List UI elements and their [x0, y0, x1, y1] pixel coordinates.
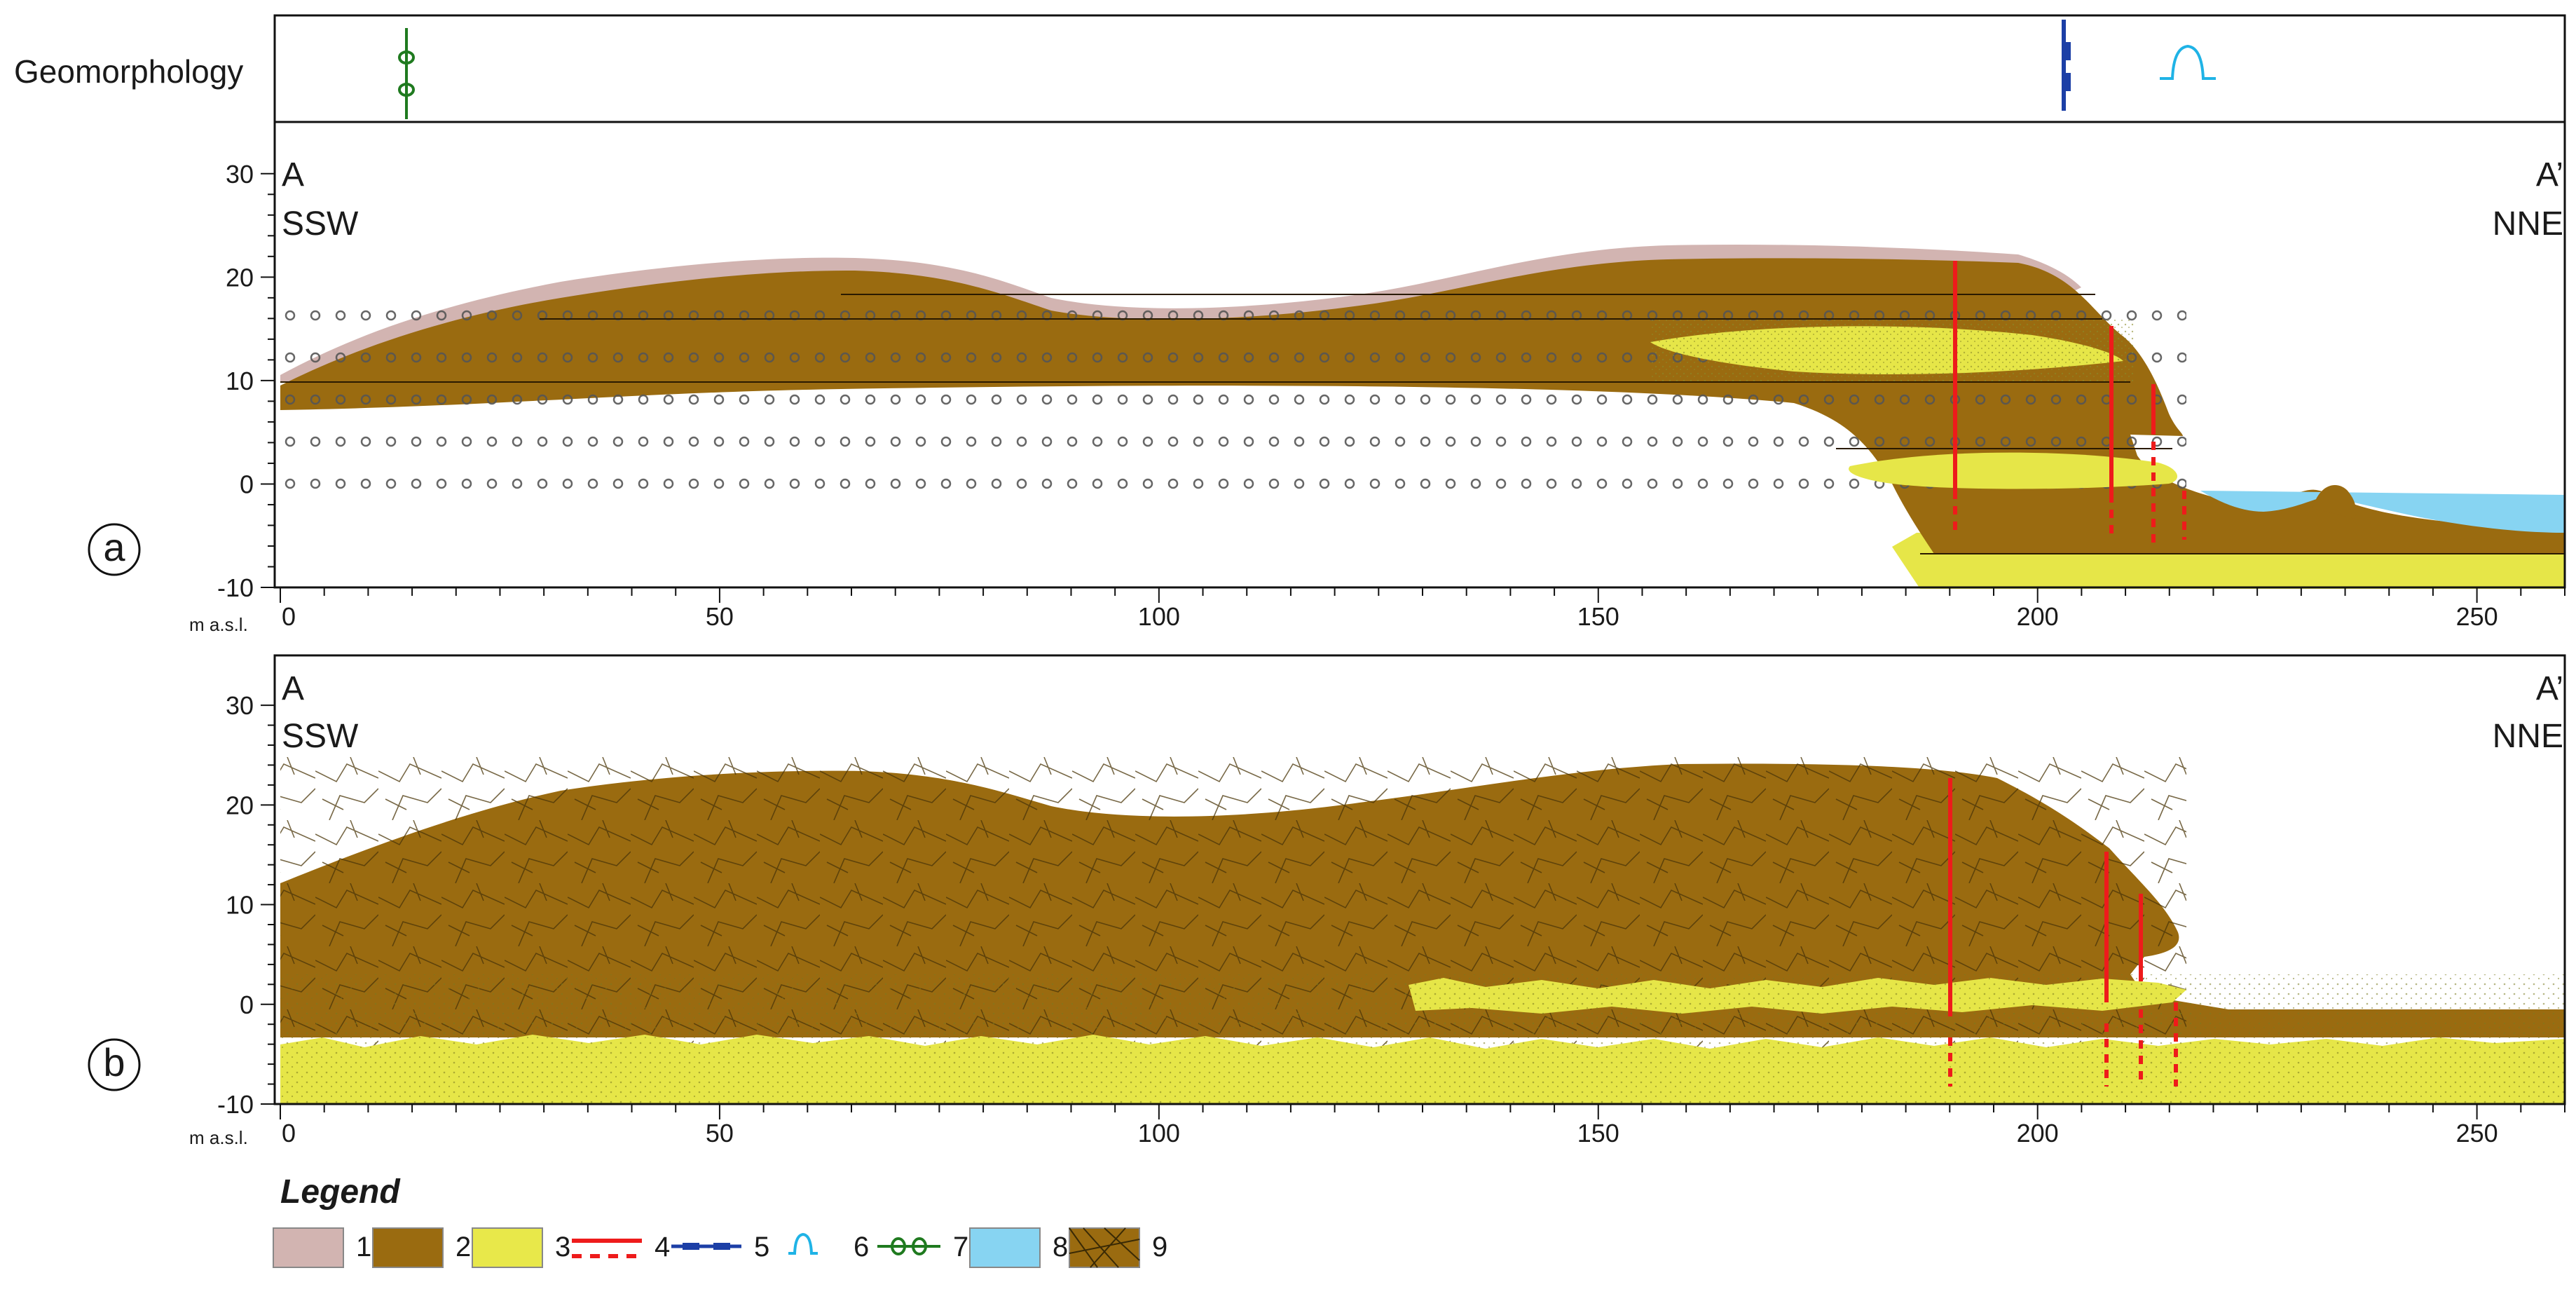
legend-item-number: 4 [655, 1232, 670, 1262]
line-red-solid-dashed-icon [572, 1239, 642, 1258]
y-tick-label: -10 [217, 573, 254, 602]
red-boreholes-panel-b [1948, 778, 2178, 1087]
y-tick-label: 10 [226, 891, 254, 920]
geomorphology-label: Geomorphology [14, 53, 243, 90]
red-boreholes-panel-a [1953, 261, 2186, 547]
y-tick-label: 10 [226, 367, 254, 395]
legend-item-number: 5 [754, 1232, 769, 1262]
legend-item: 9 [1069, 1227, 1167, 1268]
panel-b-label-a-top: A [282, 670, 304, 707]
legend-item-number: 9 [1152, 1232, 1167, 1262]
legend-title: Legend [280, 1173, 401, 1211]
panel-b-y-axis: 30 20 10 0 -10 [217, 655, 276, 1119]
levee-bump [2313, 485, 2356, 519]
panel-a-units-label: m a.s.l. [189, 614, 248, 635]
legend-item: 1 [273, 1227, 371, 1268]
green-loops-symbol-icon [398, 28, 415, 119]
panel-a-y-axis: 30 20 10 0 -10 [217, 122, 276, 602]
panel-b-units-label: m a.s.l. [189, 1127, 248, 1148]
legend-item: 8 [969, 1227, 1068, 1268]
legend-item-number: 2 [455, 1232, 471, 1262]
x-tick-label: 50 [706, 1119, 734, 1147]
y-tick-label: 0 [240, 470, 254, 498]
legend-item-number: 7 [953, 1232, 968, 1262]
swatch-water-icon [969, 1227, 1041, 1268]
x-tick-label: 0 [282, 602, 296, 631]
symbol-cyan-bump-icon [788, 1232, 818, 1255]
panel-b-label-a-prime-top: A’ [2536, 670, 2563, 707]
y-tick-label: -10 [217, 1090, 254, 1119]
legend: Legend 1 2 3 4 5 6 7 8 9 [273, 1173, 1167, 1268]
y-tick-label: 20 [226, 263, 254, 292]
y-tick-label: 0 [240, 990, 254, 1019]
x-tick-label: 150 [1577, 602, 1619, 631]
legend-item-number: 6 [854, 1232, 869, 1262]
panel-a-label-a-prime-top: A’ [2536, 156, 2563, 193]
x-tick-label: 50 [706, 602, 734, 631]
x-tick-label: 250 [2456, 1119, 2498, 1147]
y-tick-label: 20 [226, 791, 254, 819]
panel-a-identifier: a [103, 525, 125, 569]
panel-a-identifier-circle [88, 523, 141, 576]
swatch-unit-2-icon [372, 1227, 444, 1268]
panel-b-x-axis: 0 50 100 150 200 250 [280, 1104, 2565, 1147]
stratigraphic-boundaries [280, 294, 2565, 554]
legend-item: 2 [372, 1227, 471, 1268]
legend-item-number: 1 [356, 1232, 371, 1262]
unit-3-sand-lens-lower [1849, 452, 2177, 489]
geomorphology-frame [273, 14, 2566, 123]
panel-a-x-axis: 0 50 100 150 200 250 [280, 587, 2565, 631]
y-tick-label: 30 [226, 691, 254, 720]
legend-item: 4 [572, 1232, 670, 1262]
blue-scarp-symbol-icon [2062, 20, 2071, 111]
panel-b-identifier-circle [88, 1038, 141, 1091]
unit-8-water-body [2200, 491, 2565, 533]
geomorphology-strip: Geomorphology [14, 14, 2566, 123]
panel-b-label-a-prime-bottom: NNE [2493, 718, 2563, 755]
panel-a-label-a-bottom: SSW [282, 205, 359, 243]
x-tick-label: 100 [1138, 1119, 1180, 1147]
line-blue-scarp-icon [671, 1243, 741, 1250]
legend-item: 5 [671, 1232, 769, 1262]
swatch-textured-brown-icon [1069, 1227, 1140, 1268]
panel-a-label-a-prime-bottom: NNE [2493, 205, 2563, 243]
legend-items: 1 2 3 4 5 6 7 8 9 [273, 1227, 1167, 1268]
cyan-bump-symbol-icon [2160, 44, 2216, 80]
legend-item: 6 [788, 1232, 869, 1262]
panel-b-identifier: b [103, 1040, 125, 1084]
panel-a-label-a-top: A [282, 156, 304, 193]
swatch-unit-3-icon [472, 1227, 543, 1268]
x-tick-label: 0 [282, 1119, 296, 1147]
x-tick-label: 200 [2017, 602, 2059, 631]
x-tick-label: 200 [2017, 1119, 2059, 1147]
x-tick-label: 100 [1138, 602, 1180, 631]
symbol-green-loops-icon [877, 1237, 940, 1255]
legend-item: 7 [877, 1232, 968, 1262]
x-tick-label: 250 [2456, 602, 2498, 631]
legend-item: 3 [472, 1227, 570, 1268]
panel-b-label-a-bottom: SSW [282, 718, 359, 755]
x-tick-label: 150 [1577, 1119, 1619, 1147]
legend-item-number: 8 [1053, 1232, 1068, 1262]
y-tick-label: 30 [226, 160, 254, 189]
swatch-unit-1-icon [273, 1227, 344, 1268]
legend-item-number: 3 [555, 1232, 570, 1262]
